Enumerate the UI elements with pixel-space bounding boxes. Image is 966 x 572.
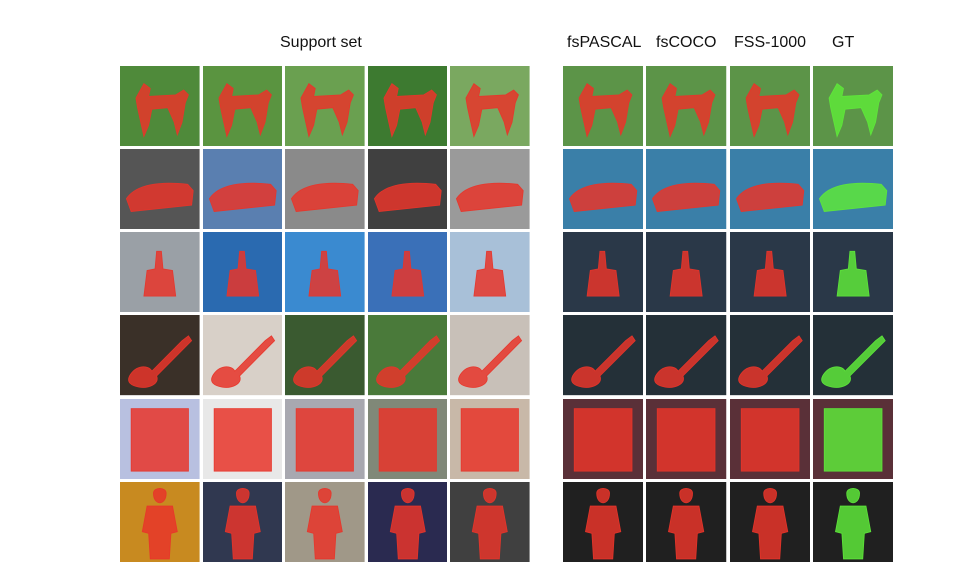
result-image-train-fspascal [563, 149, 644, 230]
support-image-window [450, 398, 530, 479]
support-image-oil-rig [202, 232, 283, 313]
results-grid [563, 66, 893, 562]
result-image-dog-gt [812, 66, 893, 147]
support-image-oil-rig [285, 232, 365, 313]
support-image-oil-rig [120, 232, 200, 313]
result-image-oil-rig-fss1000 [729, 232, 810, 313]
support-image-dog [120, 66, 200, 147]
result-image-train-fscoco [646, 149, 727, 230]
support-image-dog [450, 66, 530, 147]
support-image-person [285, 481, 365, 562]
result-image-window-fspascal [563, 398, 644, 479]
support-image-person [367, 481, 448, 562]
result-image-person-gt [812, 481, 893, 562]
support-image-oil-rig [367, 232, 448, 313]
result-image-guitar-fspascal [563, 315, 644, 396]
method-header-fspascal: fsPASCAL [567, 34, 642, 51]
support-image-guitar [202, 315, 283, 396]
result-image-person-fscoco [646, 481, 727, 562]
support-image-train [202, 149, 283, 230]
result-image-oil-rig-gt [812, 232, 893, 313]
support-image-guitar [285, 315, 365, 396]
result-image-dog-fspascal [563, 66, 644, 147]
result-image-dog-fscoco [646, 66, 727, 147]
support-image-guitar [367, 315, 448, 396]
support-image-person [202, 481, 283, 562]
result-image-window-fscoco [646, 398, 727, 479]
support-image-window [367, 398, 448, 479]
support-image-train [285, 149, 365, 230]
result-image-window-fss1000 [729, 398, 810, 479]
result-image-train-fss1000 [729, 149, 810, 230]
support-image-window [285, 398, 365, 479]
support-set-grid [120, 66, 530, 562]
support-image-person [120, 481, 200, 562]
result-image-person-fss1000 [729, 481, 810, 562]
result-image-person-fspascal [563, 481, 644, 562]
support-set-header: Support set [280, 34, 362, 51]
result-image-train-gt [812, 149, 893, 230]
result-image-dog-fss1000 [729, 66, 810, 147]
result-image-oil-rig-fspascal [563, 232, 644, 313]
result-image-guitar-gt [812, 315, 893, 396]
method-header-gt: GT [832, 34, 855, 51]
result-image-guitar-fscoco [646, 315, 727, 396]
support-image-oil-rig [450, 232, 530, 313]
method-header-fss1000: FSS-1000 [734, 34, 807, 51]
result-image-oil-rig-fscoco [646, 232, 727, 313]
support-image-guitar [450, 315, 530, 396]
support-image-dog [367, 66, 448, 147]
support-image-train [450, 149, 530, 230]
result-image-guitar-fss1000 [729, 315, 810, 396]
method-header-fscoco: fsCOCO [656, 34, 717, 51]
support-image-train [120, 149, 200, 230]
support-image-window [202, 398, 283, 479]
support-image-window [120, 398, 200, 479]
support-image-dog [202, 66, 283, 147]
support-image-dog [285, 66, 365, 147]
support-image-person [450, 481, 530, 562]
support-image-train [367, 149, 448, 230]
support-image-guitar [120, 315, 200, 396]
result-image-window-gt [812, 398, 893, 479]
